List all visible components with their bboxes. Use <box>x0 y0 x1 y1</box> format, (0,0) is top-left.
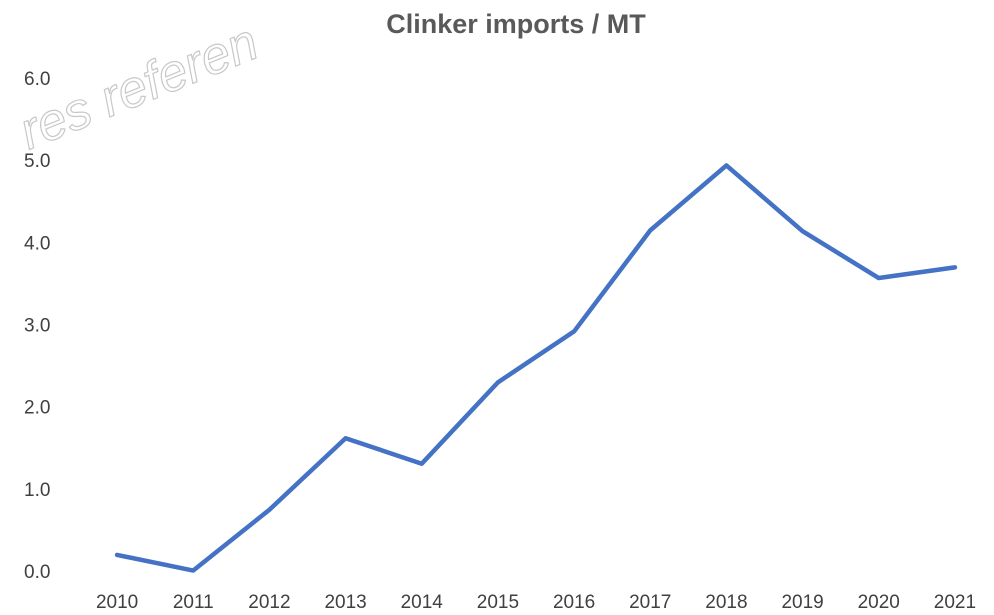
x-tick-label: 2011 <box>173 592 214 613</box>
y-tick-label: 1.0 <box>24 480 50 501</box>
y-tick-label: 2.0 <box>24 398 50 419</box>
x-tick-label: 2016 <box>553 592 595 613</box>
x-tick-label: 2017 <box>629 592 671 613</box>
x-tick-label: 2015 <box>477 592 519 613</box>
x-tick-label: 2010 <box>96 592 138 613</box>
x-tick-label: 2014 <box>401 592 444 613</box>
data-line <box>114 163 958 573</box>
x-tick-label: 2019 <box>781 592 823 613</box>
y-tick-label: 6.0 <box>24 69 50 90</box>
x-tick-label: 2012 <box>248 592 290 613</box>
chart-title: Clinker imports / MT <box>386 9 646 39</box>
y-tick-label: 5.0 <box>24 151 50 172</box>
x-tick-label: 2021 <box>934 592 976 613</box>
x-tick-label: 2013 <box>324 592 366 613</box>
x-tick-label: 2018 <box>705 592 747 613</box>
y-tick-label: 3.0 <box>24 316 50 337</box>
y-tick-label: 0.0 <box>24 562 50 583</box>
y-tick-label: 4.0 <box>24 233 50 254</box>
x-tick-label: 2020 <box>858 592 900 613</box>
